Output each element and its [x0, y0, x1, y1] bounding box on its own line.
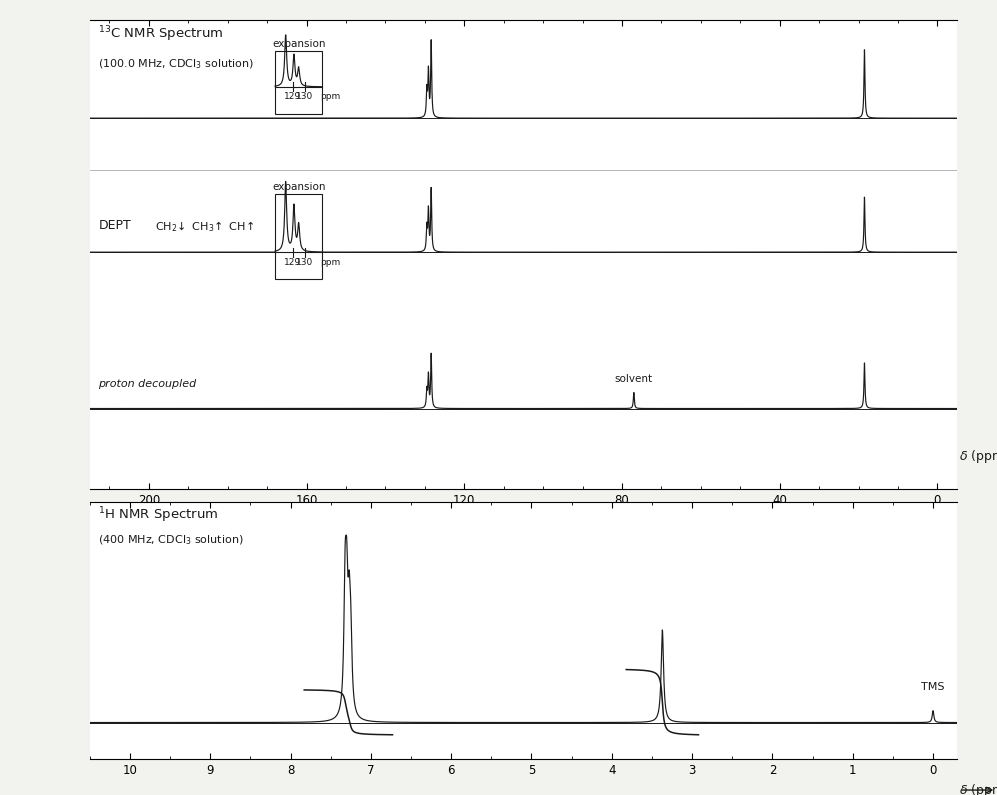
Text: TMS: TMS	[921, 682, 944, 692]
Text: $^{13}$C NMR Spectrum: $^{13}$C NMR Spectrum	[99, 25, 224, 45]
Text: CH$_2\!\downarrow$ CH$_3\!\uparrow$ CH$\!\uparrow$: CH$_2\!\downarrow$ CH$_3\!\uparrow$ CH$\…	[155, 219, 254, 234]
Text: expansion: expansion	[272, 39, 325, 49]
FancyBboxPatch shape	[275, 51, 322, 114]
Text: 130: 130	[296, 258, 313, 266]
Text: ppm: ppm	[320, 258, 341, 266]
Text: solvent: solvent	[615, 374, 653, 384]
FancyBboxPatch shape	[275, 194, 322, 279]
Text: DEPT: DEPT	[99, 219, 132, 232]
Text: 130: 130	[296, 92, 313, 101]
Text: 129: 129	[284, 258, 301, 266]
Text: expansion: expansion	[272, 182, 325, 192]
Text: $^{1}$H NMR Spectrum: $^{1}$H NMR Spectrum	[99, 505, 218, 525]
Text: $\delta$ (ppm): $\delta$ (ppm)	[959, 781, 997, 795]
Text: ppm: ppm	[320, 92, 341, 101]
Text: $\delta$ (ppm): $\delta$ (ppm)	[959, 448, 997, 464]
Text: 129: 129	[284, 92, 301, 101]
Text: (400 MHz, CDCl$_3$ solution): (400 MHz, CDCl$_3$ solution)	[99, 533, 244, 547]
Text: (100.0 MHz, CDCl$_3$ solution): (100.0 MHz, CDCl$_3$ solution)	[99, 57, 254, 71]
Text: proton decoupled: proton decoupled	[99, 378, 196, 389]
